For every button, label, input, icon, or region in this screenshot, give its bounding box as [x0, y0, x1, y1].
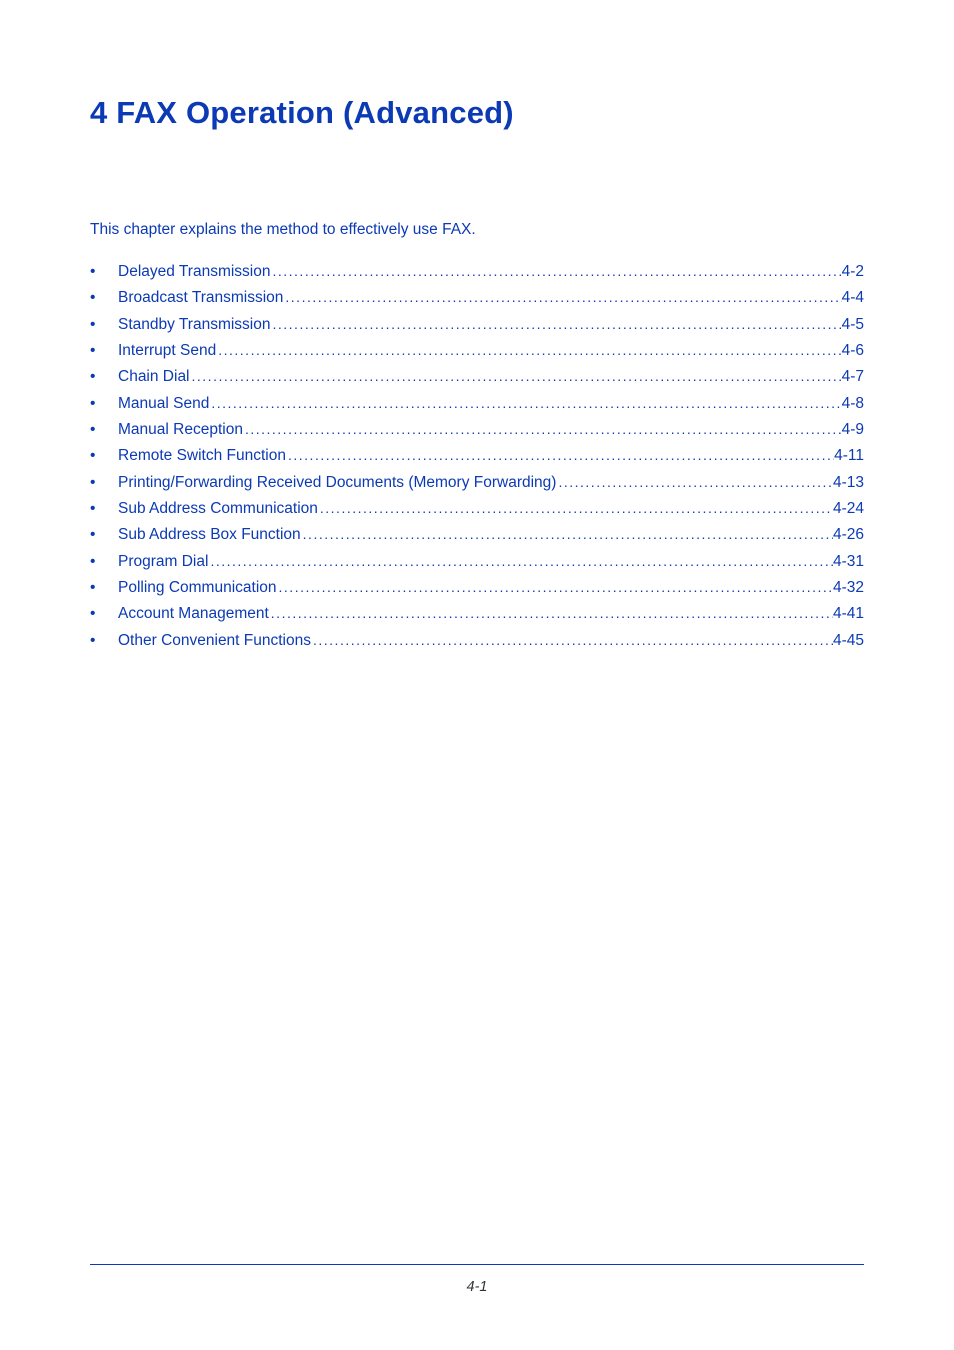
toc-leader [277, 576, 833, 600]
toc-bullet: • [90, 522, 118, 548]
toc-link[interactable]: Delayed Transmission [118, 259, 270, 285]
toc-item: •Interrupt Send 4-6 [90, 338, 864, 364]
toc-link[interactable]: Printing/Forwarding Received Documents (… [118, 470, 556, 496]
toc-page-ref[interactable]: 4-9 [842, 417, 864, 443]
toc-link[interactable]: Sub Address Box Function [118, 522, 301, 548]
toc-page-ref[interactable]: 4-8 [842, 391, 864, 417]
toc-page-ref[interactable]: 4-2 [842, 259, 864, 285]
toc-page-ref[interactable]: 4-26 [833, 522, 864, 548]
toc-bullet: • [90, 312, 118, 338]
toc-page-ref[interactable]: 4-32 [833, 575, 864, 601]
toc-leader [243, 418, 842, 442]
toc-bullet: • [90, 549, 118, 575]
toc-bullet: • [90, 470, 118, 496]
toc-bullet: • [90, 601, 118, 627]
toc-leader [208, 550, 833, 574]
toc-link[interactable]: Remote Switch Function [118, 443, 286, 469]
toc-page-ref[interactable]: 4-5 [842, 312, 864, 338]
toc-item: •Polling Communication 4-32 [90, 575, 864, 601]
footer-page-number: 4-1 [0, 1279, 954, 1295]
toc-bullet: • [90, 391, 118, 417]
toc-bullet: • [90, 417, 118, 443]
toc-page-ref[interactable]: 4-41 [833, 601, 864, 627]
toc-bullet: • [90, 496, 118, 522]
toc-list: •Delayed Transmission4-2•Broadcast Trans… [90, 259, 864, 654]
toc-item: •Other Convenient Functions 4-45 [90, 628, 864, 654]
toc-leader [209, 392, 841, 416]
toc-link[interactable]: Broadcast Transmission [118, 285, 283, 311]
toc-link[interactable]: Chain Dial [118, 364, 190, 390]
toc-item: •Manual Reception 4-9 [90, 417, 864, 443]
toc-item: •Account Management 4-41 [90, 601, 864, 627]
toc-link[interactable]: Polling Communication [118, 575, 277, 601]
toc-item: •Broadcast Transmission 4-4 [90, 285, 864, 311]
toc-bullet: • [90, 338, 118, 364]
toc-leader [216, 339, 841, 363]
page-body: 4 FAX Operation (Advanced) This chapter … [0, 0, 954, 654]
toc-link[interactable]: Account Management [118, 601, 269, 627]
toc-bullet: • [90, 285, 118, 311]
toc-page-ref[interactable]: 4-11 [834, 443, 864, 469]
toc-leader [190, 365, 842, 389]
toc-item: •Manual Send 4-8 [90, 391, 864, 417]
toc-item: •Printing/Forwarding Received Documents … [90, 470, 864, 496]
toc-link[interactable]: Program Dial [118, 549, 208, 575]
toc-leader [270, 260, 841, 284]
toc-item: •Standby Transmission 4-5 [90, 312, 864, 338]
toc-page-ref[interactable]: 4-4 [842, 285, 864, 311]
toc-item: •Remote Switch Function 4-11 [90, 443, 864, 469]
toc-leader [556, 471, 833, 495]
toc-link[interactable]: Other Convenient Functions [118, 628, 311, 654]
toc-link[interactable]: Sub Address Communication [118, 496, 318, 522]
toc-page-ref[interactable]: 4-7 [842, 364, 864, 390]
toc-page-ref[interactable]: 4-31 [833, 549, 864, 575]
toc-bullet: • [90, 443, 118, 469]
toc-page-ref[interactable]: 4-6 [842, 338, 864, 364]
toc-leader [271, 313, 842, 337]
toc-item: •Delayed Transmission 4-2 [90, 259, 864, 285]
toc-item: •Sub Address Communication 4-24 [90, 496, 864, 522]
chapter-intro: This chapter explains the method to effe… [90, 221, 864, 239]
toc-bullet: • [90, 628, 118, 654]
toc-leader [286, 444, 834, 468]
toc-leader [283, 286, 841, 310]
chapter-title: 4 FAX Operation (Advanced) [90, 95, 864, 131]
toc-link[interactable]: Manual Send [118, 391, 209, 417]
toc-leader [301, 523, 833, 547]
toc-page-ref[interactable]: 4-13 [833, 470, 864, 496]
toc-page-ref[interactable]: 4-24 [833, 496, 864, 522]
toc-bullet: • [90, 364, 118, 390]
toc-item: •Program Dial 4-31 [90, 549, 864, 575]
toc-link[interactable]: Standby Transmission [118, 312, 271, 338]
chapter-number: 4 [90, 95, 116, 130]
toc-bullet: • [90, 259, 118, 285]
footer-rule [90, 1264, 864, 1265]
toc-item: •Chain Dial 4-7 [90, 364, 864, 390]
chapter-title-text: FAX Operation (Advanced) [116, 95, 514, 130]
toc-item: •Sub Address Box Function 4-26 [90, 522, 864, 548]
toc-leader [311, 629, 833, 653]
toc-bullet: • [90, 575, 118, 601]
toc-page-ref[interactable]: 4-45 [833, 628, 864, 654]
toc-link[interactable]: Manual Reception [118, 417, 243, 443]
toc-leader [269, 602, 833, 626]
toc-leader [318, 497, 833, 521]
toc-link[interactable]: Interrupt Send [118, 338, 216, 364]
